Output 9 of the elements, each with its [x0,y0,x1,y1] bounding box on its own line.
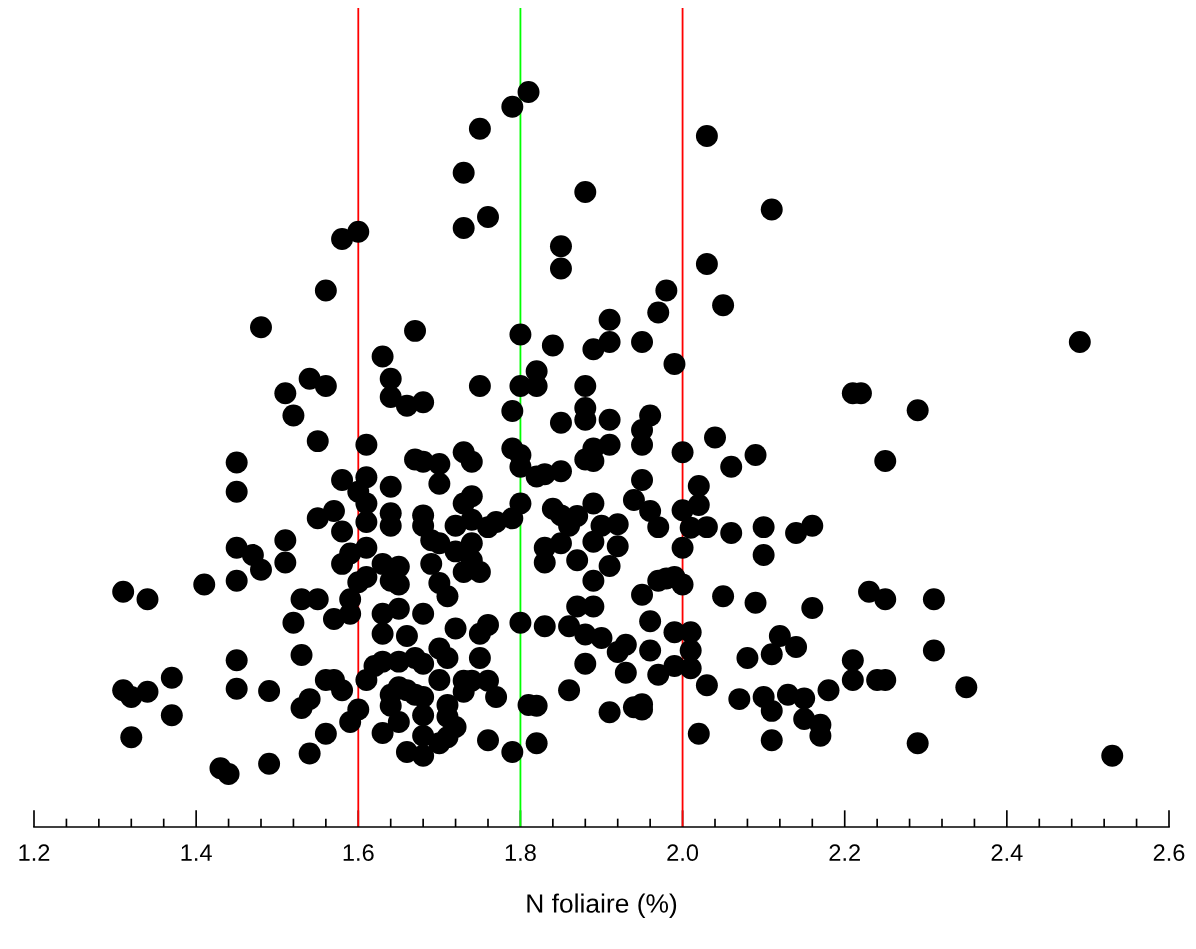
x-axis-title: N foliaire (%) [527,893,677,919]
x-tick-label: 1.4 [181,844,212,861]
x-tick-label: 1.8 [505,844,536,862]
x-tick-label: 1.2 [19,844,50,861]
x-tick-label: 2.0 [667,844,699,862]
x-tick-label: 1.6 [343,844,374,862]
x-tick-label: 2.6 [1153,844,1185,862]
x-tick-label: 2.2 [829,844,860,861]
x-tick-label: 2.4 [991,844,1023,861]
